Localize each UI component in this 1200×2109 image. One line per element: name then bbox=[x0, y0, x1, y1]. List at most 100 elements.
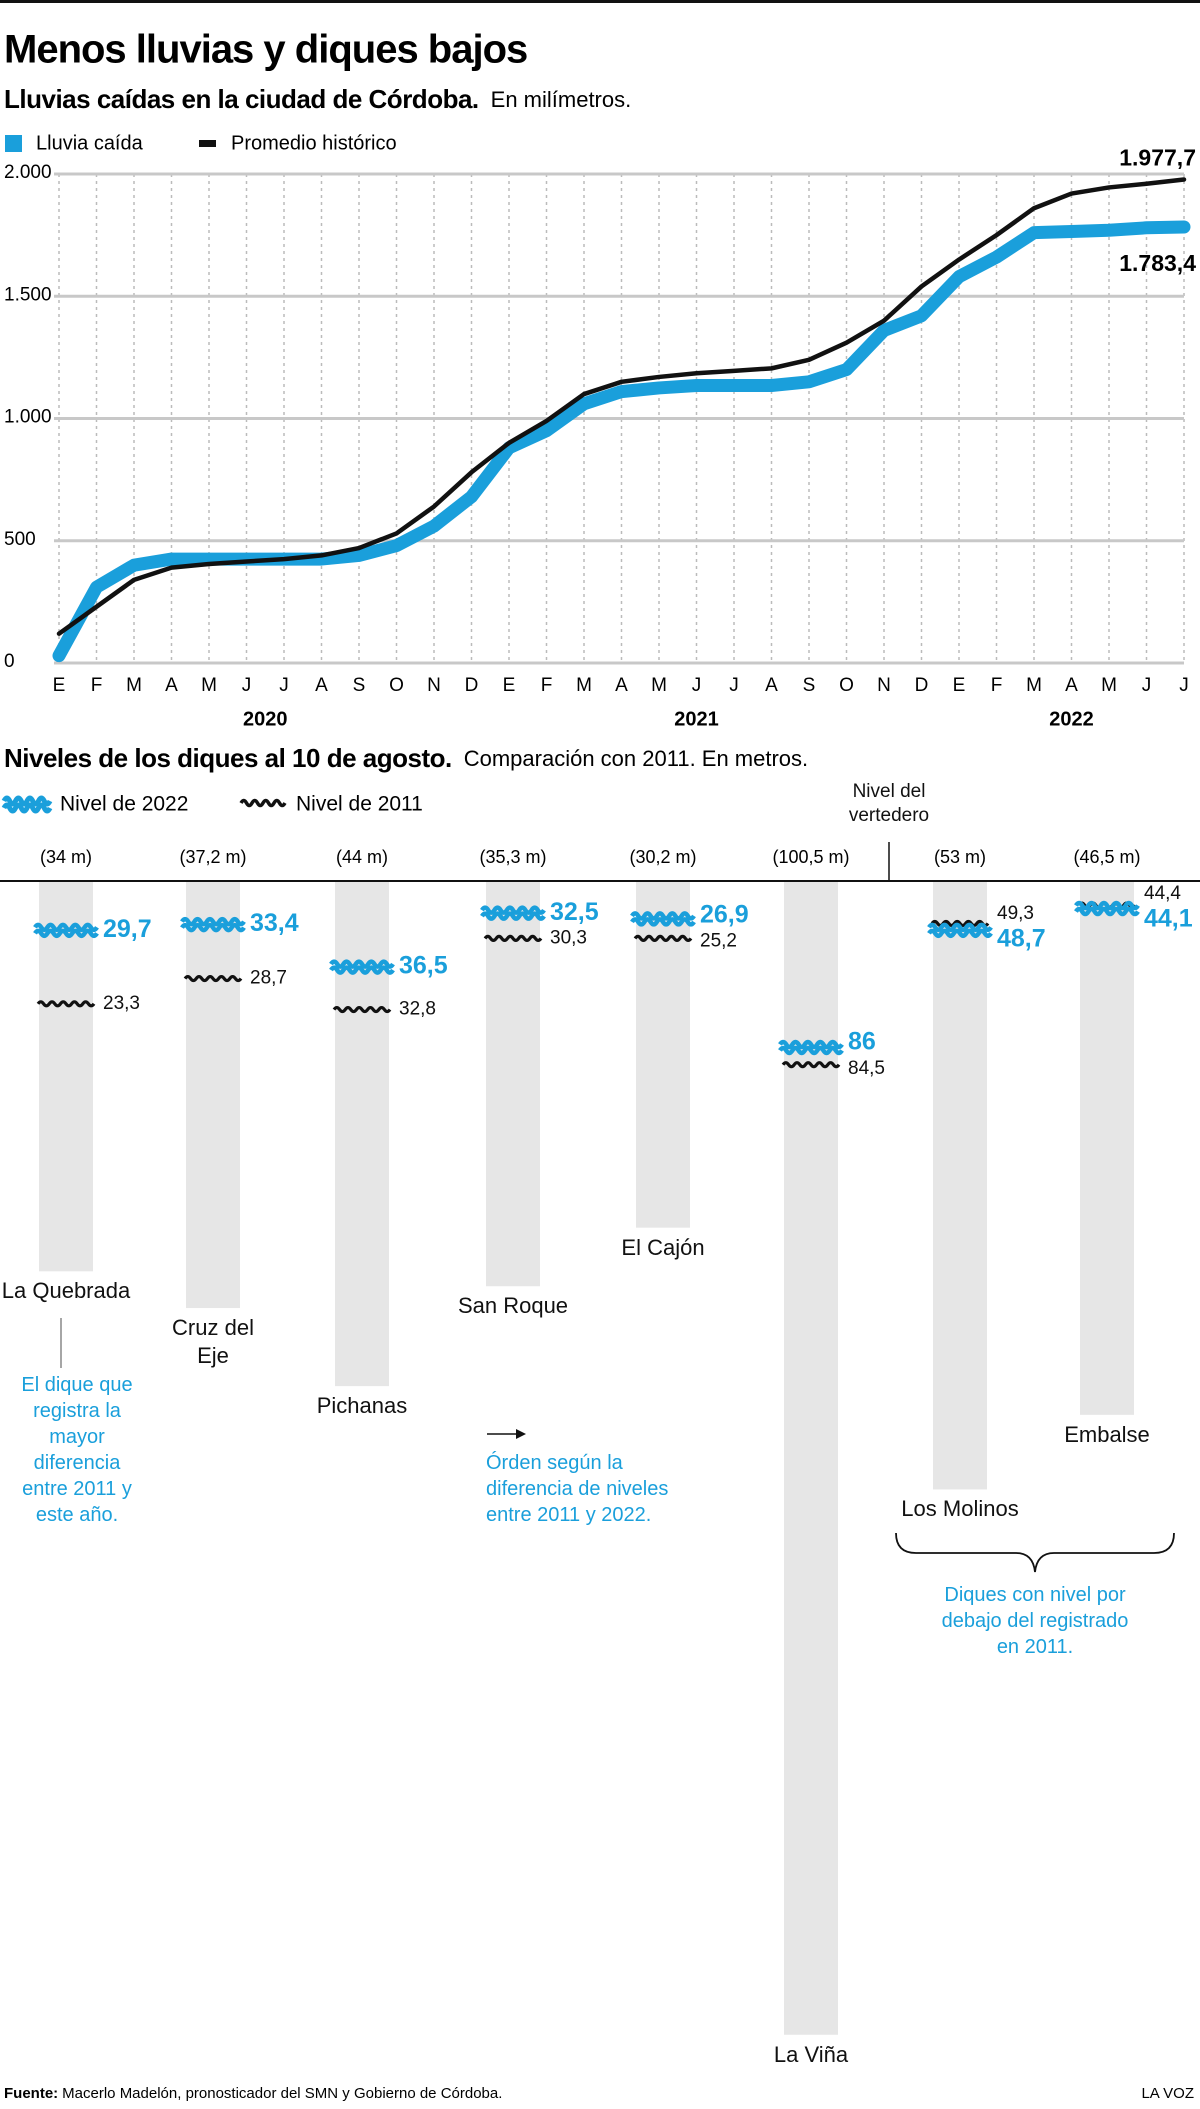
legend-wave bbox=[1, 795, 53, 807]
capacity-label: (34 m) bbox=[40, 847, 92, 867]
value-label-2011: 28,7 bbox=[250, 968, 287, 989]
dam-bar bbox=[636, 881, 690, 1228]
value-label: 1.977,7 bbox=[1119, 145, 1196, 171]
annotation-arrow-head bbox=[516, 1429, 526, 1439]
x-tick-label: A bbox=[165, 675, 178, 696]
legend-label: Promedio histórico bbox=[231, 132, 397, 154]
legend-swatch bbox=[199, 140, 216, 147]
dam-name: La Quebrada bbox=[1, 1278, 131, 1304]
value-label-2022: 26,9 bbox=[700, 900, 749, 928]
value-label-2011: 30,3 bbox=[550, 927, 587, 948]
x-tick-label: N bbox=[877, 675, 891, 696]
y-tick-label: 1.000 bbox=[4, 407, 52, 428]
dam-bar bbox=[39, 881, 93, 1272]
level-2022-wave bbox=[329, 965, 395, 975]
x-tick-label: M bbox=[651, 675, 667, 696]
x-tick-label: F bbox=[91, 675, 103, 696]
value-label-2022: 86 bbox=[848, 1028, 876, 1056]
level-2011 bbox=[483, 934, 543, 942]
x-tick-label: M bbox=[1026, 675, 1042, 696]
x-tick-label: J bbox=[279, 675, 289, 696]
value-label-2022: 32,5 bbox=[550, 898, 599, 926]
x-tick-label: D bbox=[915, 675, 929, 696]
year-label: 2020 bbox=[243, 708, 288, 730]
y-tick-label: 500 bbox=[4, 529, 36, 550]
level-2022-wave bbox=[480, 911, 546, 921]
chart-title: Niveles de los diques al 10 de agosto. bbox=[4, 743, 452, 773]
level-2011 bbox=[332, 1006, 392, 1014]
legend-wave bbox=[239, 798, 287, 808]
annotation-brace bbox=[895, 1532, 1175, 1573]
capacity-label: (35,3 m) bbox=[479, 847, 546, 867]
level-2022-wave bbox=[1074, 906, 1140, 917]
dam-name: La Viña bbox=[773, 2041, 849, 2067]
capacity-label: (30,2 m) bbox=[629, 847, 696, 867]
footer-source-label: Fuente: bbox=[4, 2085, 58, 2102]
dam-bar bbox=[933, 881, 987, 1490]
x-tick-label: A bbox=[615, 675, 628, 696]
year-label: 2021 bbox=[674, 708, 719, 730]
x-tick-label: M bbox=[201, 675, 217, 696]
capacity-label: (44 m) bbox=[336, 847, 388, 867]
level-2022 bbox=[180, 916, 246, 933]
spillway-label: Nivel del vertedero bbox=[848, 781, 930, 826]
capacity-label: (53 m) bbox=[934, 847, 986, 867]
x-tick-label: J bbox=[729, 675, 739, 696]
dam-name: Pichanas bbox=[316, 1393, 408, 1419]
x-tick-label: A bbox=[1065, 675, 1078, 696]
dam-name: Cruz del Eje bbox=[172, 1315, 254, 1369]
level-2022 bbox=[329, 959, 395, 975]
value-label-2022: 29,7 bbox=[103, 915, 152, 943]
x-tick-label: D bbox=[465, 675, 479, 696]
value-label-2011: 32,8 bbox=[399, 999, 436, 1020]
x-tick-label: F bbox=[541, 675, 553, 696]
capacity-label: (46,5 m) bbox=[1073, 847, 1140, 867]
annotation: Órden según la diferencia de niveles ent… bbox=[486, 1452, 669, 1526]
x-tick-label: S bbox=[353, 675, 366, 696]
level-2022-wave bbox=[480, 905, 546, 915]
value-label-2011: 25,2 bbox=[700, 931, 737, 952]
value-label: 1.783,4 bbox=[1119, 250, 1196, 276]
value-label-2022: 33,4 bbox=[250, 909, 299, 937]
level-2022-wave bbox=[33, 922, 99, 933]
level-2022-wave bbox=[778, 1045, 844, 1056]
capacity-label: (100,5 m) bbox=[772, 847, 849, 867]
level-2022 bbox=[778, 1039, 844, 1056]
x-tick-label: J bbox=[1142, 675, 1152, 696]
x-tick-label: O bbox=[389, 675, 404, 696]
series-line bbox=[52, 220, 1191, 663]
top-rule bbox=[0, 0, 1200, 3]
dam-name: San Roque bbox=[457, 1293, 569, 1319]
y-tick-label: 0 bbox=[4, 651, 15, 672]
series-line bbox=[56, 177, 1187, 636]
level-2022 bbox=[33, 922, 99, 939]
level-2022-wave bbox=[180, 922, 246, 933]
dam-name: Embalse bbox=[1064, 1421, 1150, 1447]
level-2011 bbox=[183, 975, 243, 983]
value-label-2011: 44,4 bbox=[1144, 883, 1181, 904]
level-2022-wave bbox=[1074, 900, 1140, 911]
x-tick-label: A bbox=[765, 675, 778, 696]
dam-name: Los Molinos bbox=[901, 1496, 1019, 1522]
level-2011 bbox=[36, 1000, 96, 1008]
legend-swatch bbox=[5, 135, 22, 152]
chart-subtitle: En milímetros. bbox=[491, 87, 632, 112]
x-tick-label: E bbox=[53, 675, 66, 696]
x-tick-label: O bbox=[839, 675, 854, 696]
x-tick-label: J bbox=[1179, 675, 1189, 696]
x-tick-label: M bbox=[576, 675, 592, 696]
annotation: El dique que registra la mayor diferenci… bbox=[21, 1374, 133, 1526]
level-2022-wave bbox=[329, 959, 395, 969]
value-label-2022: 36,5 bbox=[399, 952, 448, 980]
x-tick-label: E bbox=[503, 675, 516, 696]
value-label-2022: 48,7 bbox=[997, 925, 1046, 953]
level-2022-wave bbox=[927, 928, 993, 939]
x-tick-label: N bbox=[427, 675, 441, 696]
level-2022-wave bbox=[778, 1039, 844, 1050]
dam-name: El Cajón bbox=[621, 1234, 705, 1260]
year-label: 2022 bbox=[1049, 708, 1094, 730]
value-label-2011: 23,3 bbox=[103, 993, 140, 1014]
dam-bar bbox=[335, 881, 389, 1387]
